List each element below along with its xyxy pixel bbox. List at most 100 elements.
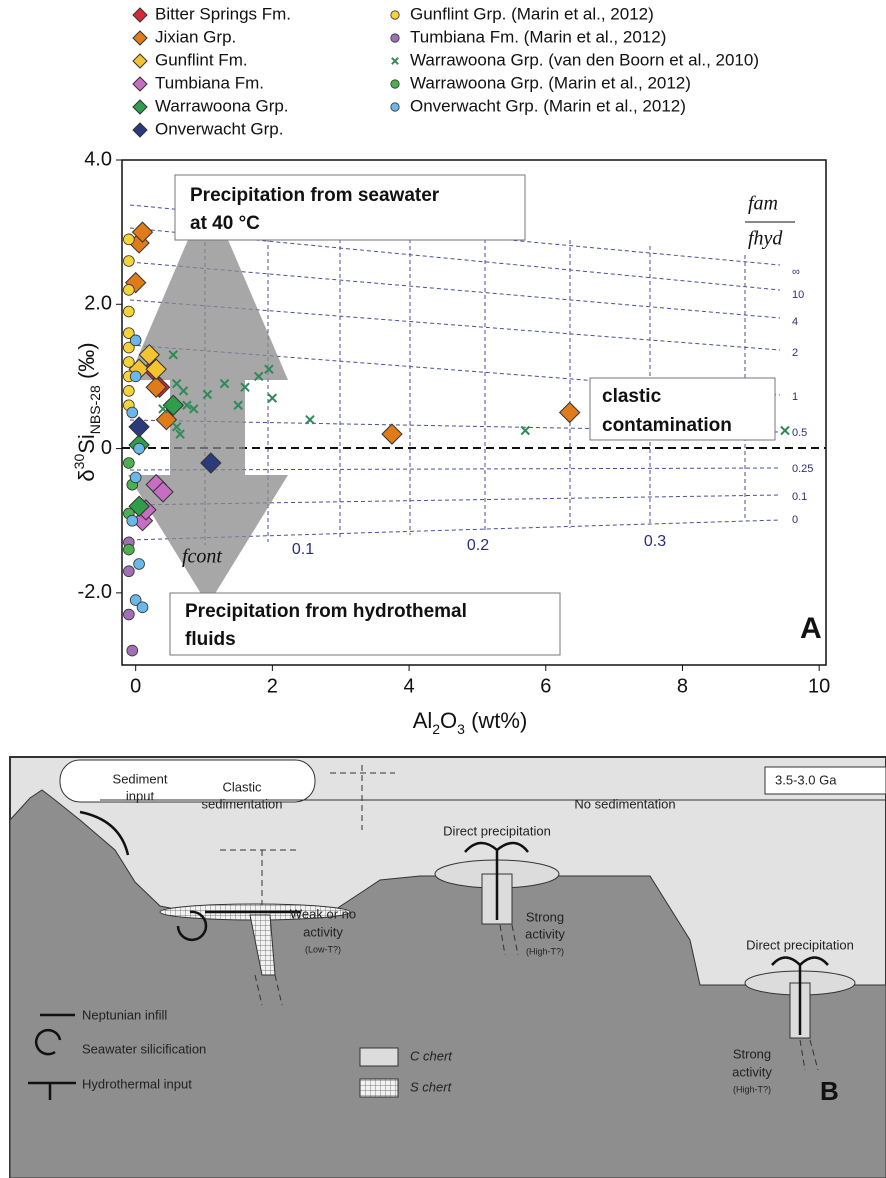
legend-label: Tumbiana Fm. [155,73,264,92]
x-marker [253,371,264,382]
diamond-marker [132,7,148,23]
panel-label: B [820,1076,839,1106]
x-marker [168,350,179,360]
label: Strong [733,1046,771,1061]
label: Clastic [222,779,262,794]
circle-marker [123,255,135,267]
diamond-marker [132,76,148,92]
x-tick-label: 8 [677,675,688,697]
label: sedimentation [202,796,283,811]
diamond-marker [155,409,178,431]
legend-label: C chert [410,1048,453,1063]
x-marker [780,425,790,436]
ratio-value: 0 [792,514,798,526]
x-marker [520,425,531,436]
legend-label: Warrawoona Grp. (Marin et al., 2012) [410,73,691,92]
label-part: O [440,708,457,733]
diamond-marker [132,99,148,115]
legend-label: Warrawoona Grp. [155,96,289,115]
circle-marker [133,558,145,570]
legend-label: Onverwacht Grp. (Marin et al., 2012) [410,96,686,115]
ratio-value: 0.25 [792,463,813,475]
diamond-marker [152,481,174,503]
legend-label: Jixian Grp. [155,27,236,46]
circle-marker [123,608,135,621]
legend: Bitter Springs Fm. Jixian Grp. Gunflint Fm… [132,4,759,138]
x-marker [305,414,315,425]
label: Direct precipitation [746,937,854,952]
dashed-guides [220,765,819,1071]
x-marker [233,400,243,411]
circle-marker [129,334,142,347]
diamond-marker [145,376,167,398]
ratio-value: ∞ [792,266,800,278]
x-tick-label: 10 [808,675,830,697]
label: (High-T?) [526,946,564,956]
circle-marker [126,406,139,419]
y-tick-label: 0 [101,437,112,459]
circle-marker [123,457,135,469]
ratio-label: fhyd [748,228,783,250]
annotation: Precipitation from seawater [190,185,440,206]
circle-marker [123,233,135,246]
diamond-marker [132,122,148,138]
diamond-marker [200,452,222,474]
range-arrow [128,193,288,605]
arrows [28,810,829,1100]
annotation-box [174,174,526,241]
circle-marker [126,644,139,657]
ratio-value: 0.1 [792,491,807,503]
diamond-marker [138,344,161,366]
y-tick-label: -2.0 [78,581,112,603]
circle-marker [123,327,135,339]
ratio-value: 4 [792,316,798,328]
circle-marker [123,305,135,318]
label-part: (‰) [74,342,99,385]
circle-marker [123,565,135,578]
x-marker [264,364,274,374]
x-marker [240,382,250,393]
circle-marker [123,284,135,296]
label: activity [303,924,343,939]
circle-marker [136,601,149,614]
circle-marker [126,514,139,527]
x-marker [189,404,199,414]
x-marker [158,404,168,414]
label: (High-T?) [733,1084,771,1094]
x-tick-label: 2 [267,675,278,697]
x-marker [178,386,189,396]
legend-label: Neptunian infill [82,1007,167,1022]
x-marker [171,378,182,389]
x-marker [175,429,185,439]
plot-frame [121,159,827,666]
label-part: (wt%) [465,708,527,733]
ratio-value: 0.5 [792,427,807,439]
legend-label: Gunflint Fm. [155,50,248,69]
label: input [126,788,155,803]
circle-marker [390,79,400,89]
x-marker [219,378,230,389]
label: (Low-T?) [305,944,341,954]
label-part: Al [413,708,433,733]
ratio-value: 2 [792,347,798,359]
fcont-value: 0.2 [467,537,489,554]
diamond-marker [381,423,403,445]
annotation: fluids [185,629,236,650]
ratio-label: fam [748,193,778,215]
cloud [59,759,316,803]
fcont-label: fcont [182,546,222,568]
x-axis-label: Al2O3 (wt%) [413,708,528,737]
annotation: contamination [602,415,732,436]
circle-marker [390,33,400,43]
circle-marker [123,356,135,368]
ratio-value: 1 [792,391,798,403]
circle-marker [129,370,142,383]
label: Sediment [113,771,168,786]
annotation-box [169,592,561,656]
legend-label: Hydrothermal input [82,1076,192,1091]
x-marker [391,57,399,65]
legend-label: Onverwacht Grp. [155,119,284,138]
panel-label: A [800,612,822,645]
circle-marker [390,10,400,20]
